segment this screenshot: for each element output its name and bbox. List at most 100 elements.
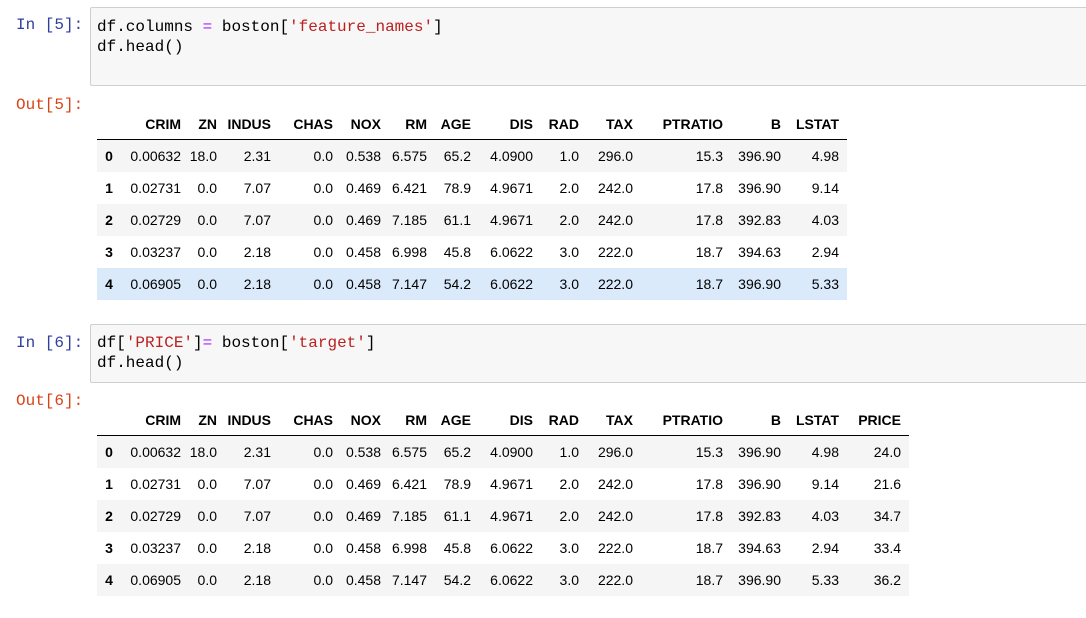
table-cell-rm: 6.998	[391, 244, 427, 260]
table-row: 2 0.02729 0.0 7.07 0.0 0.469 7.185 61.1 4.9671 2.…	[97, 204, 847, 236]
table-cell-zn: 0.0	[197, 572, 217, 588]
column-header-ptratio: PTRATIO	[641, 405, 731, 436]
cell-6-code-line-2: df.head()	[97, 353, 183, 373]
table-cell-b: 396.90	[738, 148, 781, 164]
column-header-tax: TAX	[587, 109, 641, 140]
table-cell-nox: 0.458	[345, 276, 381, 292]
row-index: 2	[105, 212, 113, 228]
table-row: 4 0.06905 0.0 2.18 0.0 0.458 7.147 54.2 6.0622 3.…	[97, 564, 909, 596]
table-cell-chas: 0.0	[313, 540, 333, 556]
table-cell-zn: 18.0	[189, 148, 217, 164]
cell-6-output-prompt: Out[6]:	[16, 392, 84, 410]
table-cell-nox: 0.469	[345, 508, 381, 524]
table-cell-nox: 0.458	[345, 244, 381, 260]
table-cell-indus: 2.18	[243, 540, 271, 556]
table-cell-ptratio: 17.8	[695, 212, 723, 228]
table-cell-zn: 0.0	[197, 476, 217, 492]
column-header-crim: CRIM	[121, 109, 189, 140]
table-cell-age: 54.2	[443, 572, 471, 588]
table-row: 1 0.02731 0.0 7.07 0.0 0.469 6.421 78.9 4.9671 2.…	[97, 172, 847, 204]
column-header-b: B	[731, 405, 789, 436]
column-header-rad: RAD	[541, 405, 587, 436]
cell-5-input-prompt: In [5]:	[16, 16, 84, 34]
table-cell-lstat: 2.94	[811, 540, 839, 556]
table-cell-b: 392.83	[738, 508, 781, 524]
table-cell-lstat: 9.14	[811, 476, 839, 492]
index-header	[97, 109, 121, 140]
table-cell-b: 396.90	[738, 476, 781, 492]
code-token: =	[202, 18, 213, 36]
table-cell-zn: 18.0	[189, 444, 217, 460]
row-index: 3	[105, 540, 113, 556]
table-cell-rm: 6.998	[391, 540, 427, 556]
table-cell-dis: 4.0900	[490, 444, 533, 460]
table-cell-age: 45.8	[443, 244, 471, 260]
column-header-tax: TAX	[587, 405, 641, 436]
table-row: 4 0.06905 0.0 2.18 0.0 0.458 7.147 54.2 6.0622 3.…	[97, 268, 847, 300]
code-token: boston[	[212, 18, 290, 36]
table-cell-indus: 7.07	[243, 180, 271, 196]
cell-6-code-editor[interactable]: df['PRICE']= boston['target'] df.head()	[90, 324, 1086, 383]
column-header-age: AGE	[435, 405, 479, 436]
table-cell-rad: 2.0	[559, 476, 579, 492]
table-row: 3 0.03237 0.0 2.18 0.0 0.458 6.998 45.8 6.0622 3.…	[97, 236, 847, 268]
table-cell-crim: 0.03237	[130, 244, 181, 260]
table-cell-tax: 222.0	[597, 540, 633, 556]
table-cell-age: 78.9	[443, 180, 471, 196]
table-cell-rad: 3.0	[559, 244, 579, 260]
cell-5-dataframe: CRIM ZN INDUS CHAS NOX RM AGE DIS RAD TAX PTRATIO B…	[97, 109, 847, 300]
column-header-price: PRICE	[847, 405, 909, 436]
row-index: 4	[105, 276, 113, 292]
table-cell-zn: 0.0	[197, 276, 217, 292]
table-cell-tax: 242.0	[597, 212, 633, 228]
table-cell-rad: 2.0	[559, 212, 579, 228]
row-index: 1	[105, 476, 113, 492]
table-cell-b: 394.63	[738, 244, 781, 260]
column-header-rm: RM	[389, 109, 435, 140]
table-cell-ptratio: 17.8	[695, 476, 723, 492]
table-cell-nox: 0.538	[345, 148, 381, 164]
cell-5-code-line-1: df.columns = boston['feature_names']	[97, 17, 443, 37]
code-token: boston[	[212, 334, 290, 352]
column-header-dis: DIS	[479, 405, 541, 436]
table-cell-tax: 242.0	[597, 476, 633, 492]
table-cell-nox: 0.469	[345, 212, 381, 228]
row-index: 0	[105, 148, 113, 164]
table-cell-crim: 0.02731	[130, 476, 181, 492]
table-cell-rad: 2.0	[559, 508, 579, 524]
table-cell-lstat: 4.98	[811, 148, 839, 164]
row-index: 2	[105, 508, 113, 524]
table-cell-nox: 0.538	[345, 444, 381, 460]
code-token: df.columns	[97, 18, 203, 36]
table-cell-chas: 0.0	[313, 476, 333, 492]
code-token: df[	[97, 334, 126, 352]
table-cell-dis: 4.9671	[490, 476, 533, 492]
table-cell-rad: 3.0	[559, 572, 579, 588]
table-cell-chas: 0.0	[313, 148, 333, 164]
table-cell-dis: 6.0622	[490, 540, 533, 556]
table-cell-lstat: 9.14	[811, 180, 839, 196]
table-cell-chas: 0.0	[313, 508, 333, 524]
table-cell-zn: 0.0	[197, 180, 217, 196]
column-header-indus: INDUS	[225, 405, 279, 436]
table-cell-indus: 2.18	[243, 572, 271, 588]
table-row: 3 0.03237 0.0 2.18 0.0 0.458 6.998 45.8 6.0622 3.…	[97, 532, 909, 564]
table-cell-rm: 7.185	[391, 508, 427, 524]
table-cell-tax: 242.0	[597, 508, 633, 524]
table-cell-indus: 2.31	[243, 148, 271, 164]
table-header-row: CRIM ZN INDUS CHAS NOX RM AGE DIS RAD TAX PTRATIO B…	[97, 109, 847, 140]
table-cell-dis: 4.9671	[490, 180, 533, 196]
table-cell-indus: 2.18	[243, 244, 271, 260]
table-cell-crim: 0.02729	[130, 212, 181, 228]
table-cell-crim: 0.06905	[130, 572, 181, 588]
cell-6-input-prompt: In [6]:	[16, 334, 84, 352]
cell-5-code-editor[interactable]: df.columns = boston['feature_names'] df.…	[90, 7, 1086, 86]
column-header-ptratio: PTRATIO	[641, 109, 731, 140]
table-cell-lstat: 5.33	[811, 276, 839, 292]
table-cell-nox: 0.458	[345, 540, 381, 556]
table-cell-rad: 1.0	[559, 444, 579, 460]
table-cell-lstat: 5.33	[811, 572, 839, 588]
table-cell-indus: 7.07	[243, 212, 271, 228]
table-cell-rm: 7.185	[391, 212, 427, 228]
table-cell-lstat: 4.03	[811, 212, 839, 228]
